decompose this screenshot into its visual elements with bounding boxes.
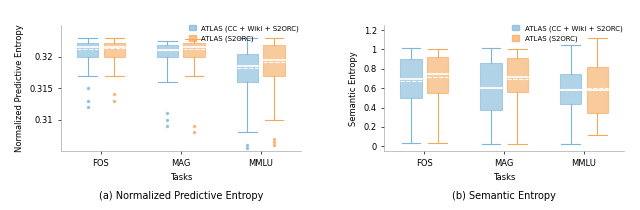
Y-axis label: Normalized Predictive Entropy: Normalized Predictive Entropy [15, 24, 24, 152]
Legend: ATLAS (CC + Wiki + S2ORC), ATLAS (S2ORC): ATLAS (CC + Wiki + S2ORC), ATLAS (S2ORC) [509, 22, 625, 45]
X-axis label: Tasks: Tasks [170, 173, 192, 182]
Bar [560, 74, 581, 104]
Bar [587, 67, 608, 113]
Bar [427, 57, 448, 93]
Title: (a) Normalized Predictive Entropy: (a) Normalized Predictive Entropy [99, 190, 263, 201]
Bar [77, 43, 98, 57]
Y-axis label: Semantic Entropy: Semantic Entropy [349, 51, 358, 126]
Title: (b) Semantic Entropy: (b) Semantic Entropy [452, 190, 556, 201]
X-axis label: Tasks: Tasks [493, 173, 515, 182]
Bar [237, 54, 258, 82]
Bar [184, 43, 205, 57]
Bar [104, 43, 125, 57]
Bar [263, 45, 285, 76]
Bar [507, 58, 528, 92]
Bar [401, 59, 422, 98]
Bar [480, 63, 502, 110]
Bar [157, 45, 178, 57]
Legend: ATLAS (CC + Wiki + S2ORC), ATLAS (S2ORC): ATLAS (CC + Wiki + S2ORC), ATLAS (S2ORC) [186, 22, 302, 45]
